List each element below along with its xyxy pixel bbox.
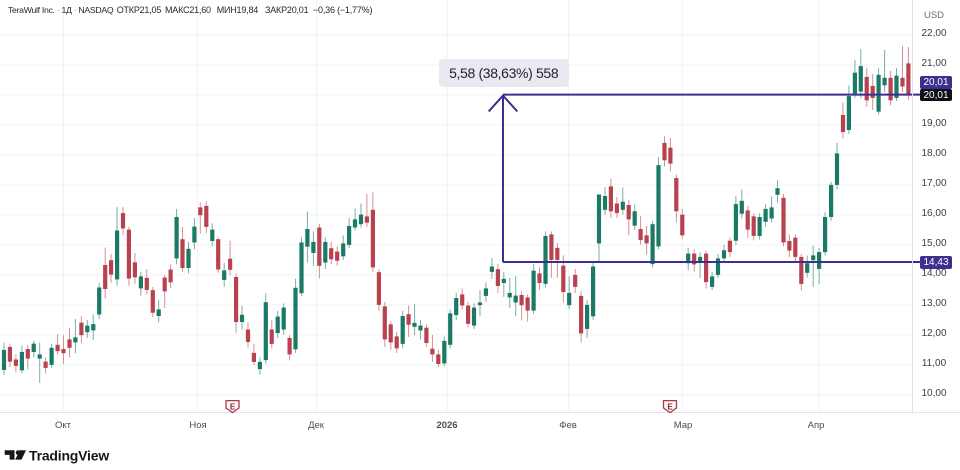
svg-text:E: E [230, 402, 236, 411]
svg-text:E: E [667, 402, 673, 411]
svg-text:TradingView: TradingView [29, 448, 109, 464]
